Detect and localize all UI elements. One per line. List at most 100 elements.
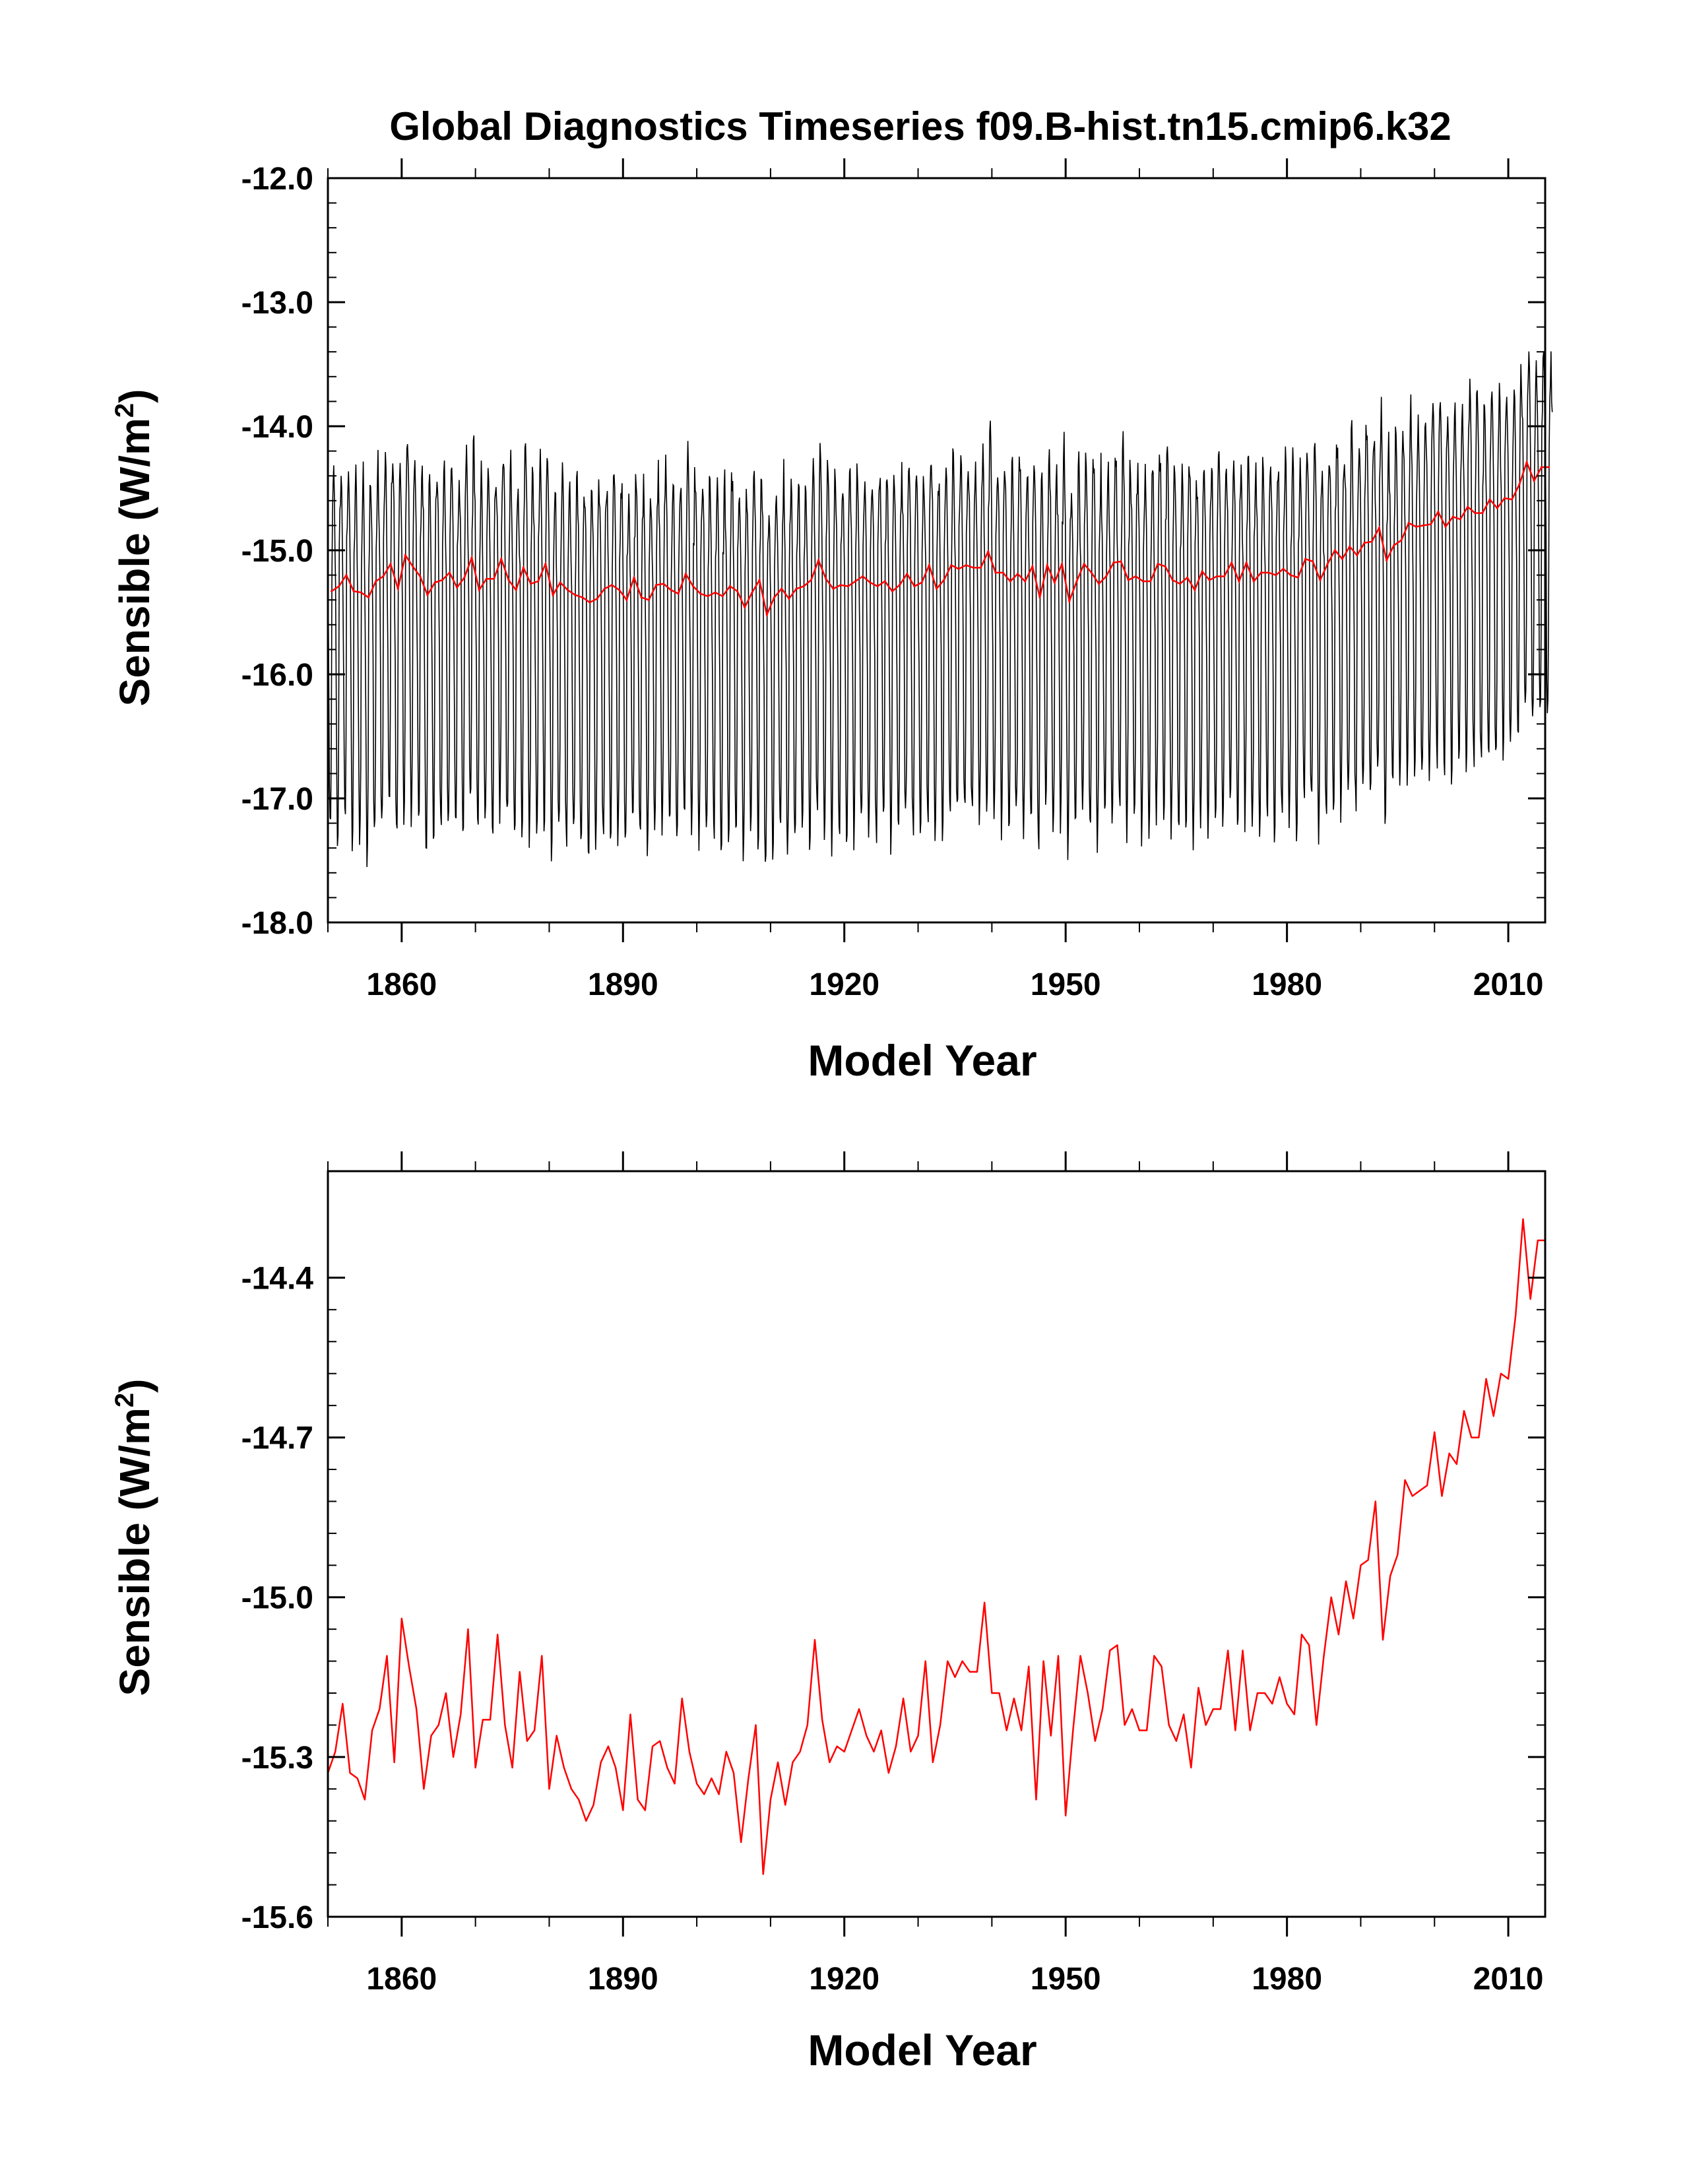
top-annual-mean-point xyxy=(338,585,340,588)
annual-mean-point xyxy=(379,1708,381,1710)
annual-mean-point xyxy=(1338,1634,1339,1636)
annual-mean-point xyxy=(1456,1463,1457,1465)
top-annual-mean-point xyxy=(1002,571,1004,574)
top-annual-mean-point xyxy=(839,584,842,587)
top-annual-mean-point xyxy=(1164,565,1166,568)
annual-mean-point xyxy=(526,1740,528,1742)
x-tick-label: 2010 xyxy=(1473,1962,1544,1997)
top-annual-mean-point xyxy=(1120,560,1122,563)
annual-mean-point xyxy=(1492,1415,1494,1417)
top-annual-mean-point xyxy=(596,597,598,600)
annual-mean-point xyxy=(386,1655,388,1657)
top-annual-mean-point xyxy=(1149,580,1152,583)
top-annual-mean-line xyxy=(331,459,1549,618)
top-annual-mean-point xyxy=(537,580,540,583)
annual-mean-point xyxy=(880,1729,882,1731)
top-annual-mean-point xyxy=(913,585,916,588)
annual-mean-point xyxy=(762,1873,764,1875)
annual-mean-point xyxy=(932,1762,934,1763)
annual-mean-point xyxy=(1441,1495,1443,1497)
top-annual-mean-point xyxy=(1415,525,1417,528)
y-tick-label: -15.6 xyxy=(241,1900,313,1935)
top-annual-mean-point xyxy=(691,585,695,588)
annual-mean-point xyxy=(335,1750,336,1752)
annual-mean-point xyxy=(1220,1708,1221,1710)
annual-mean-point xyxy=(1353,1618,1354,1619)
annual-mean-point xyxy=(1161,1665,1163,1667)
annual-mean-point xyxy=(755,1724,757,1726)
annual-mean-point xyxy=(371,1729,373,1731)
top-annual-mean-point xyxy=(360,591,362,594)
annual-mean-point xyxy=(408,1665,410,1667)
annual-mean-point xyxy=(534,1729,535,1731)
top-annual-mean-point xyxy=(987,550,990,553)
annual-mean-point xyxy=(998,1692,1000,1694)
top-annual-mean-point xyxy=(898,584,901,587)
monthly-series-line xyxy=(327,351,1553,867)
top-annual-mean-point xyxy=(1201,570,1203,573)
annual-mean-point xyxy=(1345,1580,1347,1582)
top-annual-mean-point xyxy=(684,573,687,575)
annual-mean-point xyxy=(1508,1378,1509,1380)
top-series-group xyxy=(327,351,1553,867)
annual-mean-point xyxy=(961,1660,963,1662)
annual-mean-point xyxy=(1005,1729,1007,1731)
annual-mean-point xyxy=(1190,1767,1192,1768)
annual-mean-point xyxy=(1419,1490,1420,1492)
annual-mean-point xyxy=(1124,1724,1126,1726)
annual-mean-point xyxy=(519,1671,521,1673)
top-annual-mean-point xyxy=(367,596,370,599)
annual-mean-point xyxy=(1264,1692,1265,1694)
annual-mean-point xyxy=(401,1618,402,1619)
top-annual-mean-point xyxy=(559,581,561,584)
x-tick-label: 1980 xyxy=(1252,1962,1322,1997)
top-annual-mean-point xyxy=(795,587,798,590)
top-annual-mean-point xyxy=(610,584,614,587)
top-annual-mean-point xyxy=(448,571,451,574)
annual-mean-point xyxy=(615,1767,616,1768)
top-annual-mean-point xyxy=(1259,571,1263,574)
top-annual-mean-point xyxy=(1171,579,1174,581)
top-annual-mean-point xyxy=(736,590,739,593)
annual-mean-point xyxy=(1537,1240,1539,1241)
top-annual-mean-point xyxy=(1178,583,1182,585)
annual-mean-point xyxy=(571,1788,572,1790)
top-annual-mean-point xyxy=(670,589,672,591)
y-tick-label: -18.0 xyxy=(241,906,313,941)
top-annual-mean-point xyxy=(943,579,945,581)
top-annual-mean-point xyxy=(979,566,982,569)
annual-mean-point xyxy=(910,1750,912,1752)
top-annual-mean-point xyxy=(1016,573,1019,575)
top-annual-mean-point xyxy=(1400,539,1403,542)
top-annual-mean-point xyxy=(1112,562,1115,564)
top-annual-mean-point xyxy=(654,584,658,587)
top-annual-mean-point xyxy=(1503,497,1506,499)
x-tick-label: 1920 xyxy=(809,1962,879,1997)
annual-mean-point xyxy=(652,1745,653,1747)
x-tick-label: 1890 xyxy=(588,967,658,1002)
top-annual-mean-point xyxy=(515,589,517,591)
top-annual-mean-point xyxy=(1451,515,1454,518)
annual-mean-point xyxy=(1131,1708,1133,1710)
top-annual-mean-point xyxy=(1326,563,1329,565)
top-annual-mean-point xyxy=(1105,575,1108,578)
bottom-y-label-sup: 2 xyxy=(110,1393,139,1407)
top-annual-mean-point xyxy=(1370,540,1373,543)
annual-mean-point xyxy=(1448,1452,1450,1454)
top-annual-mean-point xyxy=(1341,558,1344,560)
annual-mean-point xyxy=(423,1788,425,1790)
x-tick-label: 1860 xyxy=(366,1962,437,1997)
annual-mean-point xyxy=(1109,1650,1111,1652)
top-annual-mean-point xyxy=(1296,576,1300,579)
annual-mean-point xyxy=(1463,1410,1465,1412)
annual-mean-point xyxy=(1397,1554,1399,1555)
top-annual-mean-point xyxy=(1430,523,1432,526)
bottom-ticks-group xyxy=(327,1151,1545,1937)
top-annual-mean-point xyxy=(1238,580,1240,583)
annual-mean-point xyxy=(1411,1495,1413,1497)
top-annual-mean-point xyxy=(802,585,805,588)
top-annual-mean-point xyxy=(433,581,436,584)
top-annual-mean-point xyxy=(1068,600,1071,602)
annual-mean-point xyxy=(482,1719,484,1721)
